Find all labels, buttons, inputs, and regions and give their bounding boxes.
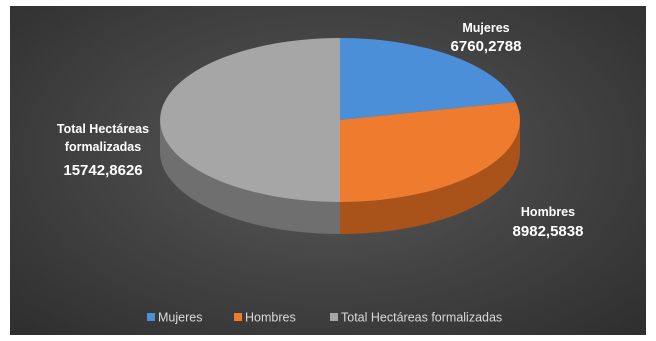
pie-slice-total bbox=[160, 38, 340, 202]
pie-side-hombres bbox=[340, 120, 520, 234]
pie-slice-hombres bbox=[340, 101, 520, 202]
legend: Mujeres Hombres Total Hectáreas formaliz… bbox=[147, 311, 502, 325]
legend-label-total: Total Hectáreas formalizadas bbox=[341, 311, 502, 325]
data-label-mujeres-value: 6760,2788 bbox=[451, 38, 522, 55]
legend-swatch-mujeres bbox=[147, 313, 155, 321]
pie-sides bbox=[160, 120, 520, 234]
legend-label-hombres: Hombres bbox=[245, 311, 296, 325]
data-label-total-name-line1: Total Hectáreas bbox=[57, 122, 149, 136]
pie-slices bbox=[160, 38, 520, 202]
legend-swatch-total bbox=[330, 313, 338, 321]
legend-label-mujeres: Mujeres bbox=[158, 311, 202, 325]
data-label-hombres-value: 8982,5838 bbox=[513, 223, 584, 240]
data-label-hombres-name: Hombres bbox=[521, 205, 575, 219]
legend-swatch-hombres bbox=[234, 313, 242, 321]
data-label-total-name-line2: formalizadas bbox=[65, 140, 141, 154]
pie-slice-mujeres bbox=[340, 38, 516, 120]
data-label-total-value: 15742,8626 bbox=[63, 162, 142, 179]
pie-side-total bbox=[160, 120, 340, 234]
data-label-mujeres-name: Mujeres bbox=[462, 21, 509, 35]
